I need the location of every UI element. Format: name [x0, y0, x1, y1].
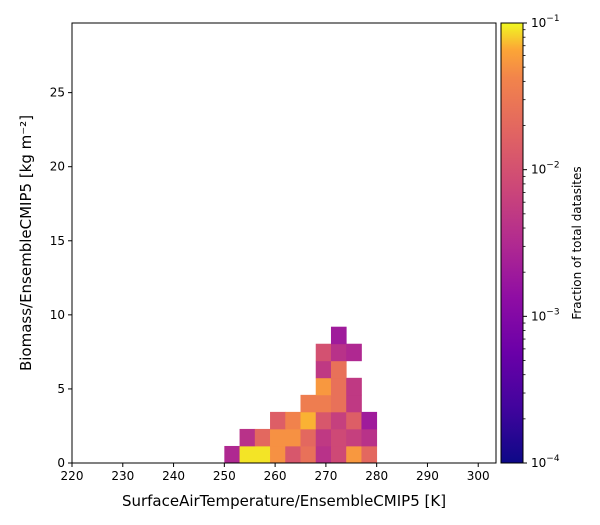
heatmap-cell [315, 394, 332, 413]
heatmap-cell [315, 445, 332, 464]
x-tick-label: 260 [264, 469, 287, 483]
heatmap-cell [346, 394, 362, 413]
heatmap-cell [315, 343, 332, 362]
heatmap-cell [330, 343, 347, 362]
heatmap-cell [300, 428, 317, 447]
heatmap-cell [239, 445, 256, 464]
colorbar-label: Fraction of total datasites [570, 166, 584, 319]
heatmap-cell [315, 360, 332, 379]
heatmap-cell [285, 411, 301, 430]
colorbar-tick-label: 10−2 [531, 161, 560, 177]
heatmap-cell [346, 428, 362, 447]
heatmap-cell [254, 445, 271, 464]
heatmap-cell [254, 428, 271, 447]
heatmap-cell [330, 394, 347, 413]
heatmap-cell [300, 445, 317, 464]
heatmap-cell [330, 411, 347, 430]
y-axis: 0 5 10 15 20 25 [50, 86, 72, 470]
heatmap-cell [361, 411, 378, 430]
y-tick-label: 20 [50, 160, 65, 174]
y-axis-label: Biomass/EnsembleCMIP5 [kg m⁻²] [17, 115, 35, 371]
x-axis-label: SurfaceAirTemperature/EnsembleCMIP5 [K] [122, 492, 446, 510]
y-tick-label: 10 [50, 308, 65, 322]
heatmap-cell [361, 428, 378, 447]
y-tick-label: 5 [57, 382, 65, 396]
x-axis: 220 230 240 250 260 270 280 290 300 [61, 463, 490, 483]
y-tick-label: 25 [50, 86, 65, 100]
heatmap-cell [346, 343, 362, 362]
heatmap-cell [285, 428, 301, 447]
x-tick-label: 220 [61, 469, 84, 483]
heatmap-cell [330, 360, 347, 379]
heatmap-cell [361, 445, 378, 464]
colorbar-ticks: 10−1 10−2 10−3 10−4 [523, 14, 560, 470]
heatmap-cell [330, 428, 347, 447]
heatmap-cell [300, 394, 317, 413]
heatmap-cell [330, 377, 347, 396]
heatmap-cell [315, 428, 332, 447]
heatmap-cells [224, 326, 378, 464]
heatmap-cell [315, 377, 332, 396]
colorbar-tick-label: 10−4 [531, 454, 560, 470]
heatmap-cell [270, 411, 286, 430]
colorbar-tick-label: 10−1 [531, 14, 560, 30]
plot-frame [71, 22, 497, 464]
x-tick-label: 230 [111, 469, 134, 483]
heatmap-cell [300, 411, 317, 430]
heatmap-cell [239, 428, 256, 447]
colorbar-tick-label: 10−3 [531, 307, 560, 323]
x-tick-label: 250 [213, 469, 236, 483]
heatmap-cell [224, 445, 240, 464]
colorbar [500, 22, 524, 464]
x-tick-label: 270 [314, 469, 337, 483]
y-tick-label: 0 [57, 456, 65, 470]
x-tick-label: 290 [416, 469, 439, 483]
heatmap-cell [330, 326, 347, 345]
heatmap-cell [285, 445, 301, 464]
heatmap-cell [346, 411, 362, 430]
x-tick-label: 280 [365, 469, 388, 483]
heatmap-cell [346, 445, 362, 464]
x-tick-label: 240 [162, 469, 185, 483]
heatmap-cell [270, 428, 286, 447]
heatmap-cell [270, 445, 286, 464]
heatmap-cell [346, 377, 362, 396]
x-tick-label: 300 [467, 469, 490, 483]
y-tick-label: 15 [50, 234, 65, 248]
heatmap-cell [315, 411, 332, 430]
heatmap-cell [330, 445, 347, 464]
